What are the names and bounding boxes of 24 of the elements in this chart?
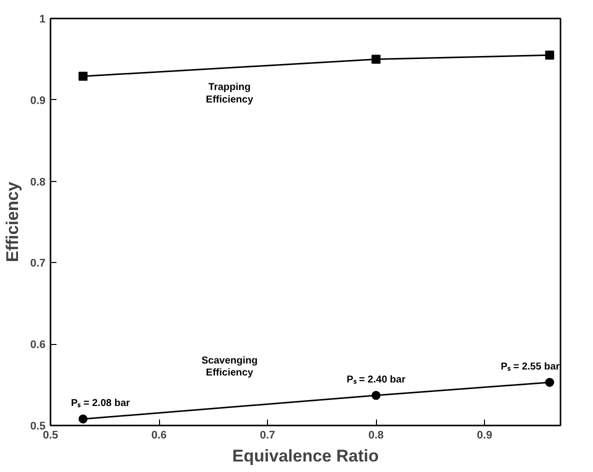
point xyxy=(545,378,554,387)
x-tick-label: 0.8 xyxy=(368,430,384,442)
series-label: Trapping Efficiency xyxy=(206,82,254,106)
y-tick-label: 0.5 xyxy=(30,420,46,432)
y-tick-label: 0.7 xyxy=(30,258,46,270)
point xyxy=(372,54,381,64)
x-tick-label: 0.9 xyxy=(476,430,492,442)
x-axis-title: Equivalence Ratio xyxy=(232,446,379,466)
y-tick-label: 0.8 xyxy=(30,176,46,188)
y-tick-label: 0.9 xyxy=(30,94,46,107)
point xyxy=(78,72,88,81)
x-tick-label: 0.5 xyxy=(42,430,58,442)
point xyxy=(545,50,554,60)
annotation: Pₛ = 2.55 bar xyxy=(500,361,560,372)
annotation: Pₛ = 2.40 bar xyxy=(346,374,406,386)
annotation: Pₛ = 2.08 bar xyxy=(71,398,130,409)
point xyxy=(372,390,381,400)
y-tick-label: 1 xyxy=(39,14,46,26)
y-axis-title: Efficiency xyxy=(3,181,22,262)
point xyxy=(78,414,88,424)
x-tick-label: 0.7 xyxy=(260,430,276,442)
y-tick-label: 0.6 xyxy=(30,339,46,352)
x-tick-label: 0.6 xyxy=(151,430,167,442)
text: Scavenging Efficiency xyxy=(201,356,258,379)
